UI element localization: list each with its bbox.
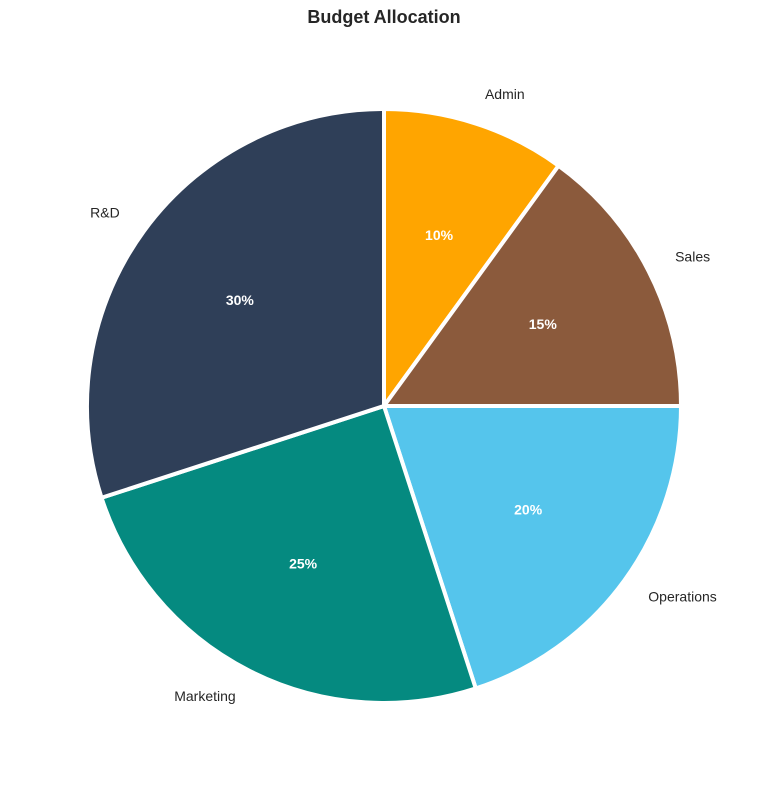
label-sales: Sales: [675, 248, 710, 264]
percent-marketing: 25%: [289, 555, 318, 571]
label-r-d: R&D: [90, 205, 120, 221]
label-marketing: Marketing: [174, 688, 235, 704]
slice-sales: [380, 162, 684, 408]
chart-title: Budget Allocation: [307, 7, 460, 27]
percent-admin: 10%: [425, 227, 454, 243]
percent-r-d: 30%: [226, 292, 255, 308]
percent-sales: 15%: [529, 316, 558, 332]
percent-operations: 20%: [514, 501, 543, 517]
label-operations: Operations: [648, 589, 716, 605]
slice-r-d: [85, 106, 386, 501]
slice-admin: [382, 106, 562, 413]
pie-labels: Admin 10% Sales 15% Operations 20% Marketing 25…: [90, 86, 717, 704]
pie-slices: [85, 106, 684, 705]
slice-operations: [381, 404, 684, 691]
label-admin: Admin: [485, 86, 525, 102]
slice-marketing: [99, 403, 479, 705]
